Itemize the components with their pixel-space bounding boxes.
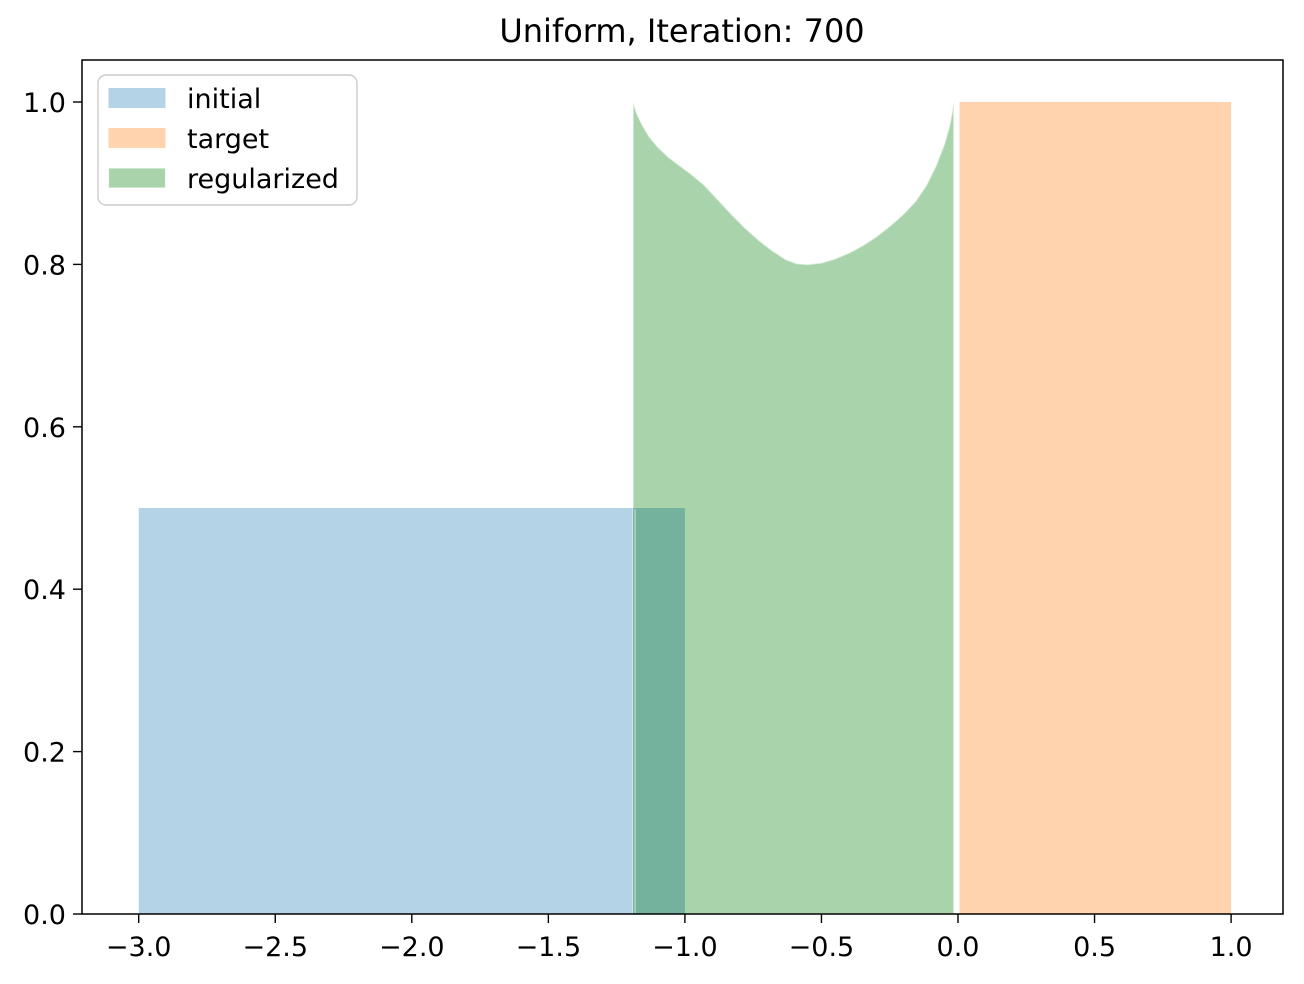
area-initial bbox=[138, 508, 685, 914]
area-initial-regularized-overlap bbox=[633, 508, 685, 914]
x-tick-label: 0.0 bbox=[937, 932, 980, 963]
area-regularized bbox=[632, 101, 955, 915]
legend-label-target: target bbox=[187, 124, 269, 155]
x-tick-label: 0.5 bbox=[1073, 932, 1116, 963]
x-tick-label: −2.0 bbox=[379, 932, 445, 963]
y-tick-label: 0.0 bbox=[23, 900, 66, 931]
y-tick-label: 0.4 bbox=[23, 575, 66, 606]
legend-item-regularized: regularized bbox=[107, 164, 339, 195]
legend-label-regularized: regularized bbox=[187, 164, 339, 195]
x-tick-label: −0.5 bbox=[789, 932, 855, 963]
x-tick-label: 1.0 bbox=[1210, 932, 1253, 963]
legend-item-initial: initial bbox=[108, 84, 261, 115]
legend-swatch-regularized bbox=[107, 167, 167, 189]
y-tick-label: 0.8 bbox=[23, 250, 66, 281]
y-tick-label: 0.6 bbox=[23, 413, 66, 444]
x-tick-label: −1.0 bbox=[652, 932, 718, 963]
axis-ticks: −3.0 −2.5 −2.0 −1.5 −1.0 −0.5 0.0 0.5 1.0 0.0 0.2 0… bbox=[23, 88, 1253, 963]
legend-label-initial: initial bbox=[187, 84, 261, 115]
legend-item-target: target bbox=[108, 124, 269, 155]
area-target bbox=[959, 102, 1232, 914]
plot-border bbox=[81, 59, 1284, 915]
y-tick-label: 0.2 bbox=[23, 738, 66, 769]
chart-title: Uniform, Iteration: 700 bbox=[499, 12, 864, 50]
x-tick-label: −1.5 bbox=[516, 932, 582, 963]
legend-swatch-target bbox=[108, 128, 166, 148]
x-tick-label: −2.5 bbox=[242, 932, 308, 963]
legend-swatch-initial bbox=[108, 88, 166, 108]
plot-areas bbox=[138, 101, 1232, 915]
y-tick-label: 1.0 bbox=[23, 88, 66, 119]
legend: initial target regularized bbox=[97, 74, 358, 206]
x-tick-label: −3.0 bbox=[106, 932, 172, 963]
